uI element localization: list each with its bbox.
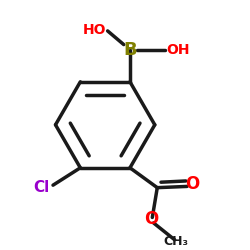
- Text: CH₃: CH₃: [164, 234, 188, 248]
- Text: B: B: [123, 40, 137, 58]
- Text: HO: HO: [83, 23, 106, 37]
- Text: O: O: [144, 210, 158, 228]
- Text: O: O: [186, 176, 200, 194]
- Text: OH: OH: [166, 42, 190, 56]
- Text: Cl: Cl: [33, 180, 49, 195]
